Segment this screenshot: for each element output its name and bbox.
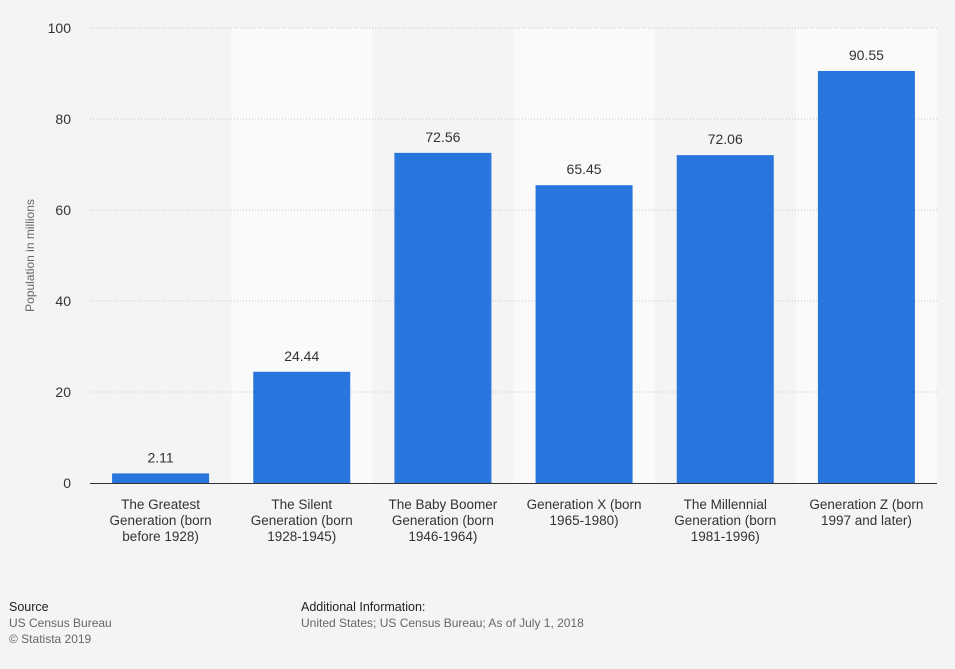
x-axis-category-labels: The Greatest Generation (born before 1928)… — [110, 497, 924, 544]
bar — [817, 70, 915, 483]
x-category-label: Generation Z (born 1997 and later) — [809, 497, 923, 528]
value-label: 90.55 — [849, 47, 884, 63]
bar — [676, 155, 774, 483]
x-category-label-line: The Baby Boomer — [389, 497, 498, 512]
bar — [394, 152, 492, 484]
x-category-label-line: Generation (born — [674, 513, 776, 528]
value-labels: 2.11 24.44 72.56 65.45 72.06 90.55 — [147, 47, 884, 465]
y-tick-label: 20 — [55, 384, 71, 400]
x-category-label-line: 1981-1996) — [691, 529, 760, 544]
y-tick-label: 40 — [55, 293, 71, 309]
y-axis-title: Population in millions — [23, 199, 37, 312]
x-category-label-line: 1997 and later) — [821, 513, 912, 528]
bar — [112, 473, 210, 483]
x-category-label: The Silent Generation (born 1928-1945) — [251, 497, 353, 544]
footer-source: Source US Census Bureau © Statista 2019 — [9, 599, 112, 647]
gridlines — [90, 27, 937, 393]
y-tick-label: 80 — [55, 111, 71, 127]
x-category-label-line: 1965-1980) — [550, 513, 619, 528]
source-title: Source — [9, 600, 49, 614]
bar — [253, 371, 351, 483]
value-label: 65.45 — [567, 161, 602, 177]
x-category-label-line: Generation X (born — [527, 497, 642, 512]
additional-info-text: United States; US Census Bureau; As of J… — [301, 616, 584, 630]
x-category-label-line: Generation (born — [251, 513, 353, 528]
x-category-label-line: The Silent — [271, 497, 332, 512]
x-category-label-line: before 1928) — [122, 529, 199, 544]
value-label: 72.06 — [708, 131, 743, 147]
additional-info-title: Additional Information: — [301, 600, 426, 614]
bars — [112, 70, 915, 484]
copyright-line: © Statista 2019 — [9, 632, 92, 646]
x-category-label-line: 1946-1964) — [408, 529, 477, 544]
footer-additional-info: Additional Information: United States; U… — [301, 599, 584, 631]
x-category-label-line: The Greatest — [121, 497, 200, 512]
bar — [535, 185, 633, 483]
x-category-label-line: Generation (born — [110, 513, 212, 528]
y-axis-ticks: 0 20 40 60 80 100 — [48, 20, 72, 491]
y-tick-label: 60 — [55, 202, 71, 218]
value-label: 2.11 — [147, 449, 173, 465]
x-category-label-line: The Millennial — [684, 497, 767, 512]
x-category-label-line: Generation Z (born — [809, 497, 923, 512]
x-category-label-line: 1928-1945) — [267, 529, 336, 544]
x-category-label: The Millennial Generation (born 1981-1996) — [674, 497, 776, 544]
x-category-label: Generation X (born 1965-1980) — [527, 497, 642, 528]
value-label: 72.56 — [425, 129, 460, 145]
y-tick-label: 100 — [48, 20, 72, 36]
value-label: 24.44 — [284, 348, 319, 364]
x-category-label: The Baby Boomer Generation (born 1946-1964… — [389, 497, 498, 544]
bar-chart: 2.11 24.44 72.56 65.45 72.06 90.55 0 20 40 60 80 1… — [23, 20, 937, 544]
x-category-label: The Greatest Generation (born before 1928) — [110, 497, 212, 544]
x-category-label-line: Generation (born — [392, 513, 494, 528]
y-tick-label: 0 — [63, 475, 71, 491]
source-line: US Census Bureau — [9, 616, 112, 630]
